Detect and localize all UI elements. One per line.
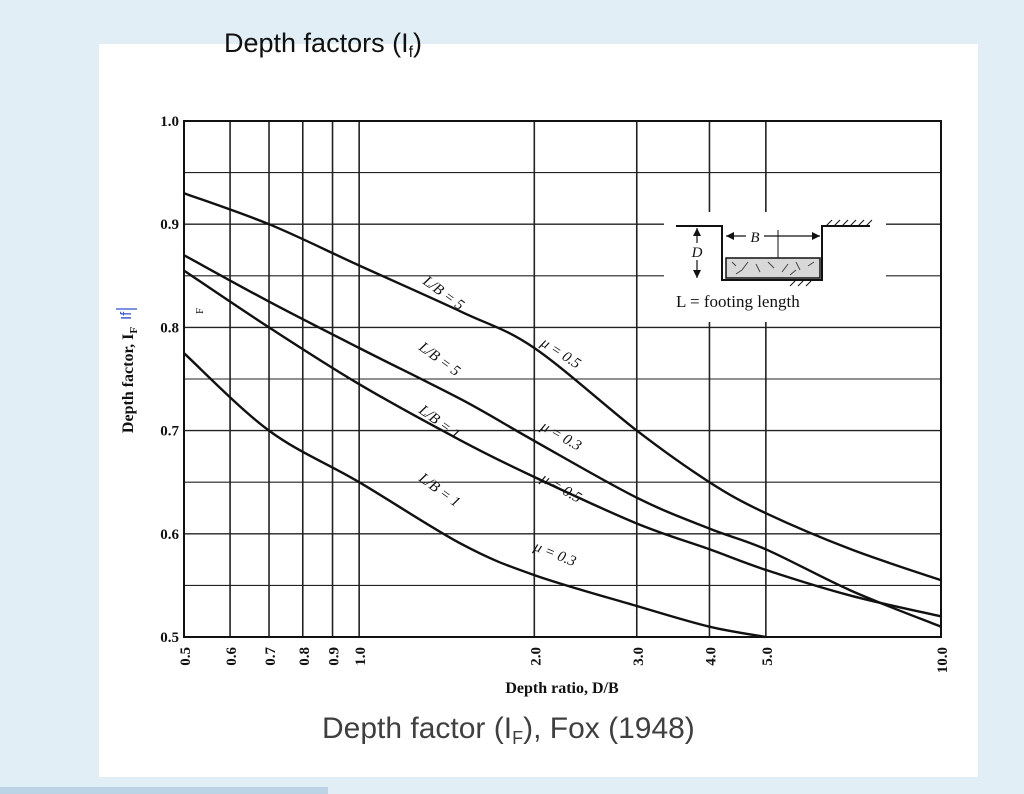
x-tick-label-5: 1.0 (353, 647, 369, 666)
inset-ground-profile (676, 225, 870, 281)
series-1-lb-label: L/B = 5 (419, 273, 467, 314)
series-3-lb-label: L/B = 1 (415, 402, 463, 443)
series-line-3 (183, 269, 942, 618)
plot-frame (183, 120, 942, 638)
inset-b-arrow-right (812, 232, 820, 240)
y-tick-label-3: 0.8 (160, 320, 179, 336)
series-2-lb-label: L/B = 5 (415, 339, 463, 380)
slide-title: Depth factors (If) (224, 28, 423, 61)
y-tick-label-4: 0.9 (160, 217, 179, 233)
y-tick-label-0: 0.5 (160, 630, 179, 646)
footer-bar (0, 787, 328, 794)
x-tick-label-0: 0.5 (178, 647, 194, 666)
series-layer (183, 192, 942, 639)
y-axis-label: Depth factor, IF (120, 327, 140, 433)
y-axis-label-group: Depth factor, IF (120, 327, 140, 433)
x-tick-label-10: 10.0 (935, 647, 951, 673)
figure-caption: Depth factor (IF), Fox (1948) (322, 712, 695, 748)
inset-footing (725, 257, 821, 279)
inset-d-label: D (691, 245, 703, 261)
series-line-4 (183, 352, 767, 639)
x-tick-label-6: 2.0 (528, 647, 544, 666)
series-4-lb-label: L/B = 1 (415, 470, 463, 511)
inset-d-label-bg (689, 243, 705, 260)
x-tick-label-2: 0.7 (263, 647, 279, 666)
series-2-mu-label: μ = 0.3 (537, 418, 584, 454)
inset-b-arrow-left (726, 232, 734, 240)
inset-b-label-bg (746, 228, 764, 244)
series-4-mu-label: μ = 0.3 (531, 538, 579, 570)
inset-b-label: B (750, 230, 759, 246)
y-tick-label-2: 0.7 (160, 424, 179, 440)
x-tick-label-3: 0.8 (297, 647, 313, 666)
inset-legend-text: L = footing length (676, 292, 800, 311)
tick-layer: 0.5 0.6 0.7 0.8 0.9 1.0 2.0 3.0 4.0 5.0 10.0 0.5 0.6… (160, 114, 951, 673)
inset-d-arrow-top (693, 228, 701, 236)
inset-ground-hatch (789, 219, 873, 287)
x-tick-label-4: 0.9 (327, 647, 343, 666)
inset-d-arrow-bottom (693, 270, 701, 278)
x-axis-label: Depth ratio, D/B (505, 680, 619, 697)
series-line-1 (183, 192, 942, 582)
series-3-mu-label: μ = 0.5 (537, 470, 584, 507)
y-axis-annotation: If (118, 311, 135, 320)
series-line-2 (183, 254, 942, 628)
y-axis-label-subscript-mark: F (194, 308, 206, 314)
x-tick-label-7: 3.0 (631, 647, 647, 666)
y-tick-label-5: 1.0 (160, 114, 179, 130)
footing-inset: B D L = footing length (664, 212, 886, 322)
x-tick-label-8: 4.0 (703, 647, 719, 666)
inset-footing-hatch (731, 261, 815, 276)
y-tick-label-1: 0.6 (160, 527, 179, 543)
x-tick-label-1: 0.6 (224, 647, 240, 666)
x-tick-label-9: 5.0 (760, 647, 776, 666)
